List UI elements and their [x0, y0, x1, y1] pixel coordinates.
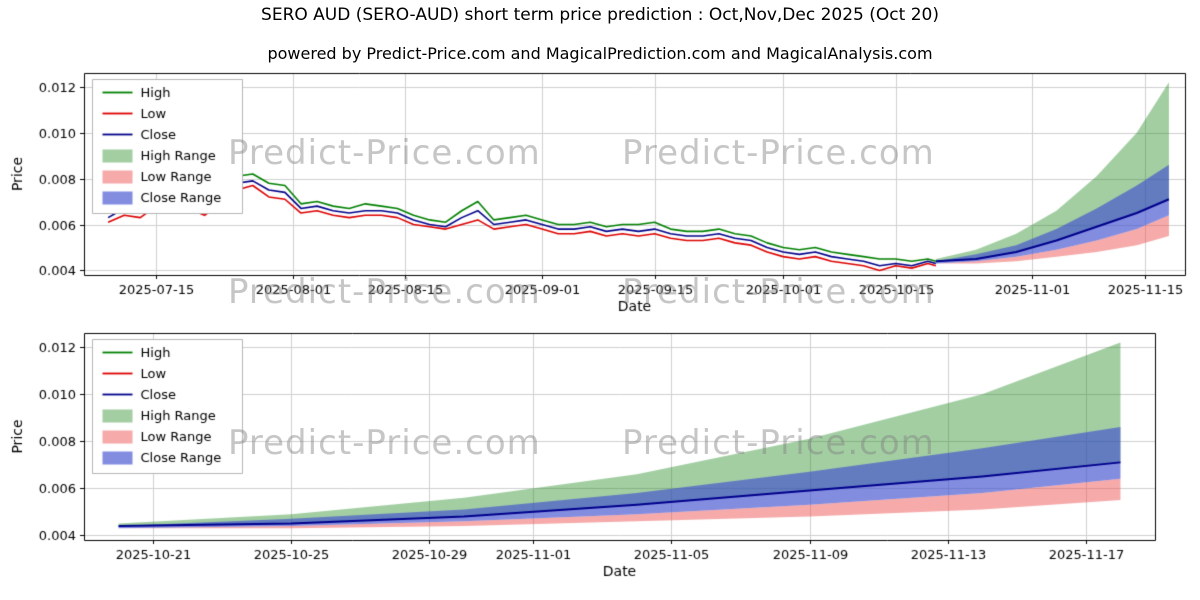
chart-subtitle: powered by Predict-Price.com and Magical…: [267, 44, 933, 63]
chart-title: SERO AUD (SERO-AUD) short term price pre…: [261, 5, 939, 25]
